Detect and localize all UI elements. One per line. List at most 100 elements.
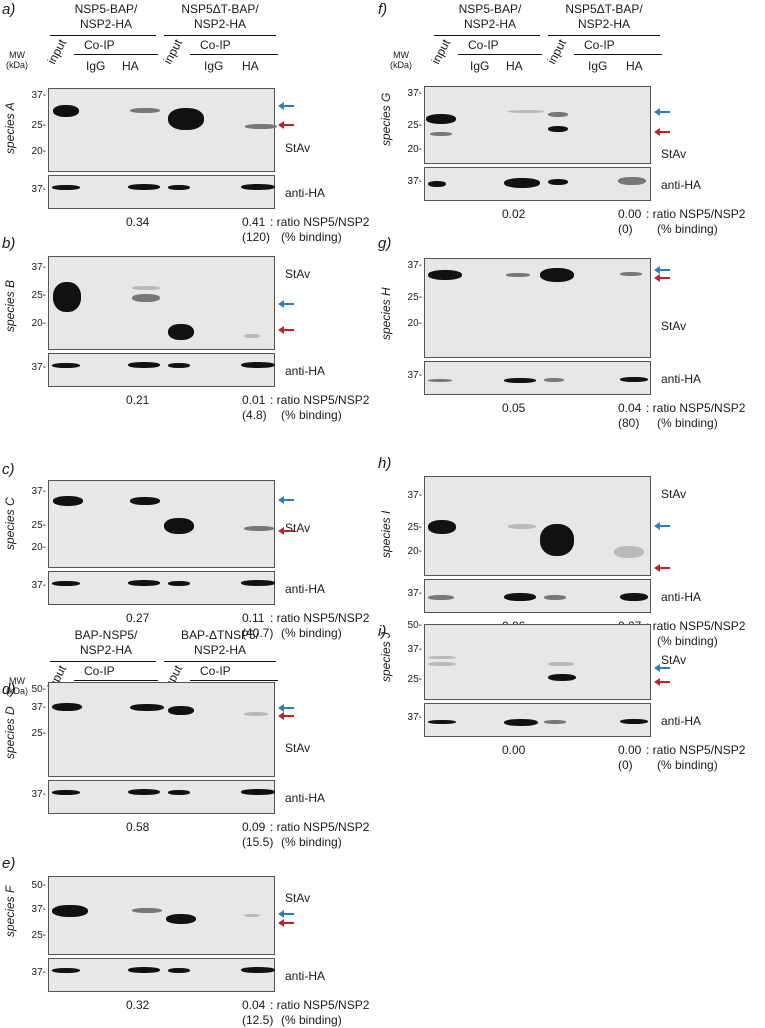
panel-h-species: species I xyxy=(379,510,393,558)
header-d-coip-rule-2 xyxy=(190,680,278,681)
panel-a-ratio-label: : ratio NSP5/NSP2 xyxy=(270,215,370,229)
panel-e-antiha-label: anti-HA xyxy=(285,969,326,983)
panel-e-ratio-label: : ratio NSP5/NSP2 xyxy=(270,998,370,1012)
panel-f-stav-band-0 xyxy=(426,114,456,124)
panel-b-antiha-band-0 xyxy=(52,363,80,368)
panel-i-mw-0: 50- xyxy=(407,620,422,631)
panel-b-red-arrow xyxy=(278,326,294,334)
panel-e-stav-band-0 xyxy=(52,905,88,917)
panel-e-antiha-band-2 xyxy=(168,968,190,973)
panel-g-species: species H xyxy=(379,287,393,340)
panel-c-mw-1: 25- xyxy=(31,520,46,531)
header-left-construct-1: NSP5-BAP/NSP2-HA xyxy=(74,2,138,31)
header-right-lane-igg-2: IgG xyxy=(588,59,608,73)
panel-g-ratio-label: : ratio NSP5/NSP2 xyxy=(646,401,746,415)
panel-e-antiha-blot xyxy=(48,958,275,992)
panel-e-red-arrow xyxy=(278,919,294,927)
panel-b-ratio-wt: 0.21 xyxy=(126,393,150,407)
panel-a-stav-band-2 xyxy=(168,108,204,130)
panel-a-ratio-dt: 0.41 xyxy=(242,215,266,229)
panel-a-binding-pct: (120) xyxy=(242,230,271,244)
panel-f-stav-label: StAv xyxy=(661,147,687,161)
panel-b-mw-2: 20- xyxy=(31,318,46,329)
panel-g-antiha-band-1 xyxy=(504,378,536,383)
panel-h-blue-arrow xyxy=(654,522,670,530)
panel-h-stav-label: StAv xyxy=(661,487,687,501)
panel-a-antiha-mw: 37- xyxy=(31,184,46,195)
panel-g-binding-label: (% binding) xyxy=(657,416,718,430)
panel-h-letter: h) xyxy=(378,455,392,472)
panel-f-ratio-label: : ratio NSP5/NSP2 xyxy=(646,207,746,221)
panel-d-stav-label: StAv xyxy=(285,741,311,755)
panel-f-antiha-label: anti-HA xyxy=(661,178,702,192)
panel-c-species: species C xyxy=(3,497,17,550)
panel-b-letter: b) xyxy=(2,235,16,252)
header-left-mw-label: MW (kDa) xyxy=(6,50,28,70)
panel-i-stav-label: StAv xyxy=(661,653,687,667)
panel-f-mw-1: 25- xyxy=(407,120,422,131)
panel-a-antiha-band-2 xyxy=(168,185,190,190)
panel-d-binding-pct: (15.5) xyxy=(242,835,274,849)
panel-c-ratio-dt: 0.11 xyxy=(242,611,265,625)
panel-h-antiha-band-1 xyxy=(504,593,536,601)
panel-a-antiha-blot xyxy=(48,175,275,209)
panel-a-binding-label: (% binding) xyxy=(281,230,342,244)
panel-h-antiha-blot xyxy=(424,579,651,613)
panel-h-mw-2: 20- xyxy=(407,546,422,557)
panel-c-stav-band-0 xyxy=(53,496,83,506)
panel-f-antiha-band-1 xyxy=(504,178,540,188)
panel-e-ratio-dt: 0.04 xyxy=(242,998,266,1012)
header-right-mw-label: MW (kDa) xyxy=(390,50,412,70)
panel-b-stav-band-0 xyxy=(53,282,81,312)
panel-b-mw-0: 37- xyxy=(31,262,46,273)
panel-h-stav-band-1 xyxy=(508,524,536,529)
panel-g-binding-pct: (80) xyxy=(618,416,640,430)
panel-a-mw-0: 37- xyxy=(31,90,46,101)
panel-d-stav-band-0 xyxy=(52,703,82,711)
panel-e-stav-blot xyxy=(48,876,275,955)
panel-d-antiha-band-1 xyxy=(128,789,160,795)
panel-b-ratio-dt: 0.01 xyxy=(242,393,266,407)
panel-i-ratio-dt: 0.00 xyxy=(618,743,642,757)
panel-a-blue-arrow xyxy=(278,102,294,110)
panel-e-mw-1: 37- xyxy=(31,904,46,915)
panel-h-antiha-mw: 37- xyxy=(407,588,422,599)
panel-c-ratio-label: : ratio NSP5/NSP2 xyxy=(270,611,370,625)
panel-g-stav-band-2 xyxy=(540,268,574,282)
panel-d-stav-band-1 xyxy=(130,704,164,711)
panel-e-stav-band-2 xyxy=(166,914,196,924)
panel-i-red-arrow xyxy=(654,678,670,686)
panel-b-stav-label: StAv xyxy=(285,267,311,281)
panel-c-mw-0: 37- xyxy=(31,486,46,497)
panel-f-blue-arrow xyxy=(654,108,670,116)
panel-d-stav-band-2 xyxy=(168,706,194,715)
panel-i-mw-1: 37- xyxy=(407,644,422,655)
header-right-lane-igg-1: IgG xyxy=(470,59,490,73)
panel-i-stav-band-0 xyxy=(428,656,456,659)
header-left-coip-2: Co-IP xyxy=(200,38,231,52)
panel-g-stav-band-3 xyxy=(620,272,642,276)
panel-b-stav-band-2 xyxy=(132,286,160,290)
panel-a-red-arrow xyxy=(278,121,294,129)
header-right-coip-1: Co-IP xyxy=(468,38,499,52)
panel-c-stav-band-3 xyxy=(244,526,274,531)
panel-h-stav-band-3 xyxy=(614,546,644,558)
panel-c-antiha-band-1 xyxy=(128,580,160,586)
panel-i-antiha-band-3 xyxy=(620,719,648,724)
panel-c-stav-band-1 xyxy=(130,497,160,505)
header-d-mw-label: MW (kDa) xyxy=(6,676,28,696)
header-d-coip-2: Co-IP xyxy=(200,664,231,678)
header-d-coip-1: Co-IP xyxy=(84,664,115,678)
panel-h-antiha-band-3 xyxy=(620,593,648,601)
panel-d-antiha-band-0 xyxy=(52,790,80,795)
panel-b-stav-band-3 xyxy=(168,324,194,340)
panel-d-stav-band-3 xyxy=(244,712,268,716)
panel-a-ratio-wt: 0.34 xyxy=(126,215,150,229)
panel-e-mw-2: 25- xyxy=(31,930,46,941)
panel-h-stav-blot xyxy=(424,476,651,576)
panel-d-stav-blot xyxy=(48,682,275,777)
panel-b-binding-label: (% binding) xyxy=(281,408,342,422)
panel-e-blue-arrow xyxy=(278,910,294,918)
panel-i-binding-label: (% binding) xyxy=(657,758,718,772)
panel-c-antiha-mw: 37- xyxy=(31,580,46,591)
